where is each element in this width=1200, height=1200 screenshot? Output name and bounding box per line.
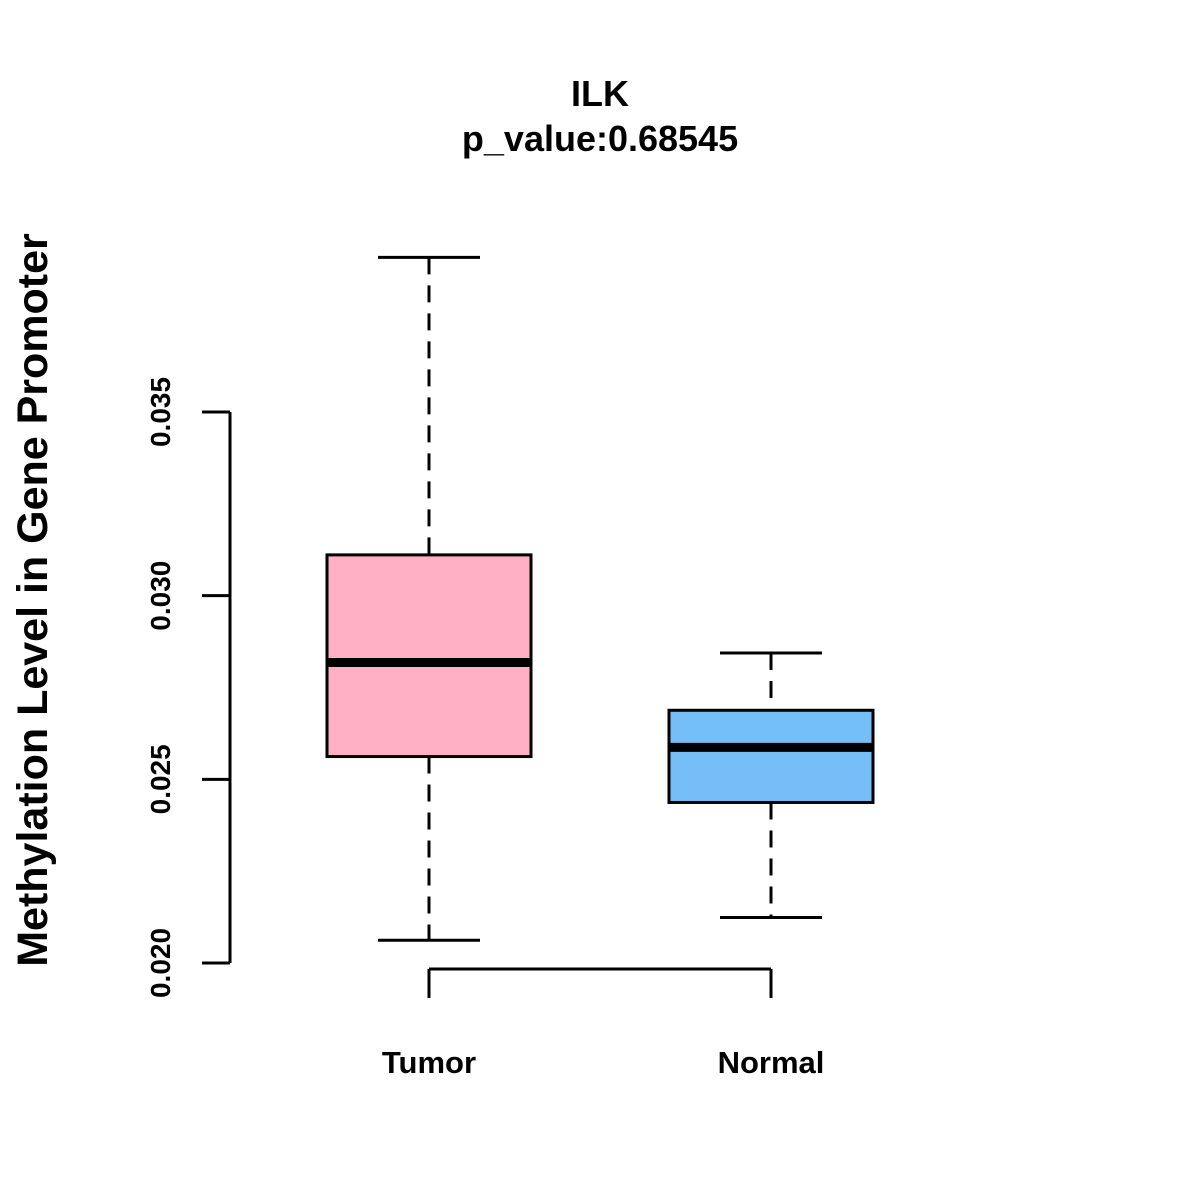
y-tick-label: 0.030 bbox=[145, 561, 176, 631]
y-tick-label: 0.020 bbox=[145, 928, 176, 998]
interquartile-box bbox=[667, 708, 875, 804]
box-group bbox=[325, 255, 875, 942]
box-tumor bbox=[325, 255, 533, 942]
y-tick-label: 0.035 bbox=[145, 377, 176, 447]
x-category-label: Tumor bbox=[382, 1045, 476, 1080]
y-axis-label: Methylation Level in Gene Promoter bbox=[9, 233, 57, 967]
box-normal bbox=[667, 651, 875, 919]
chart-title: ILK bbox=[571, 73, 629, 114]
y-axis: 0.020 0.025 0.030 0.035 bbox=[145, 377, 232, 998]
x-category-label: Normal bbox=[718, 1045, 825, 1080]
chart-subtitle: p_value:0.68545 bbox=[462, 118, 738, 159]
interquartile-box bbox=[325, 553, 533, 759]
x-axis: Tumor Normal bbox=[382, 967, 825, 1080]
y-tick-label: 0.025 bbox=[145, 744, 176, 814]
